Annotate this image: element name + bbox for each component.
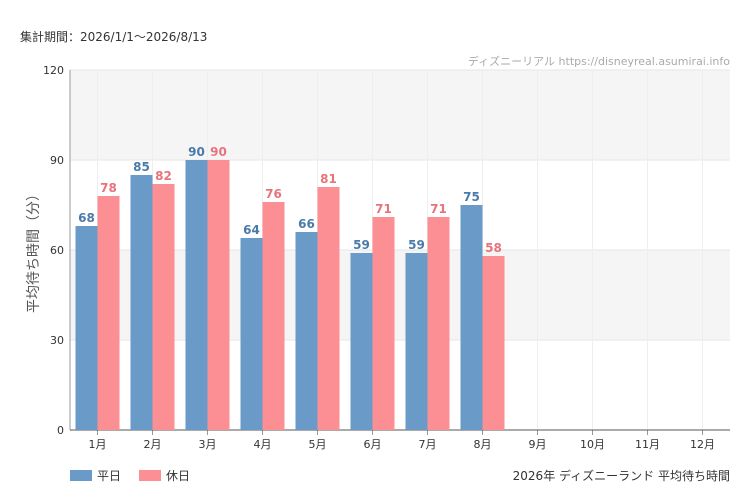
bar-weekday [185,160,208,430]
x-tick-label: 8月 [474,438,492,451]
site-credit: ディズニーリアル https://disneyreal.asumirai.inf… [467,55,730,68]
data-label: 90 [188,145,205,159]
x-tick-label: 11月 [635,438,660,451]
bar-holiday [317,187,340,430]
data-label: 78 [100,181,117,195]
x-tick-label: 9月 [529,438,547,451]
data-label: 71 [375,202,392,216]
x-tick-label: 12月 [690,438,715,451]
data-label: 71 [430,202,447,216]
data-label: 76 [265,187,282,201]
bar-holiday [97,196,120,430]
data-label: 85 [133,160,150,174]
plot-band [70,250,730,340]
bar-weekday [240,238,263,430]
bar-holiday [372,217,395,430]
data-label: 82 [155,169,172,183]
axes: 0 30 60 90 120 1月 2月 3月 4月 5月 6月 7月 8月 9月 10月 11月 12月 [43,64,730,451]
bars [75,160,505,430]
x-tick-label: 3月 [199,438,217,451]
plot-bands [70,70,730,340]
bar-weekday [295,232,318,430]
data-label: 75 [463,190,480,204]
legend-label-weekday: 平日 [97,469,122,483]
bar-weekday [75,226,98,430]
data-label: 59 [408,238,425,252]
y-tick-label: 30 [50,334,64,347]
data-label: 59 [353,238,370,252]
bar-holiday [482,256,505,430]
legend-label-holiday: 休日 [166,469,191,483]
y-tick-label: 120 [43,64,64,77]
y-axis-label: 平均待ち時間（分） [26,187,42,313]
bar-holiday [427,217,450,430]
period-text: 集計期間：2026/1/1〜2026/8/13 [20,30,208,44]
bar-weekday [460,205,483,430]
legend-swatch-weekday [70,470,92,481]
bar-holiday [207,160,230,430]
x-tick-label: 2月 [144,438,162,451]
x-tick-label: 7月 [419,438,437,451]
legend-swatch-holiday [139,470,162,481]
data-labels: 68 85 90 64 66 59 59 75 78 82 90 76 81 71 71 58 [78,145,502,255]
data-label: 66 [298,217,315,231]
bar-holiday [262,202,285,430]
chart-caption: 2026年 ディズニーランド 平均待ち時間 [512,469,730,483]
bar-holiday [152,184,175,430]
x-tick-label: 1月 [89,438,107,451]
x-tick-label: 5月 [309,438,327,451]
data-label: 58 [485,241,502,255]
data-label: 81 [320,172,337,186]
y-tick-label: 60 [50,244,64,257]
bar-weekday [405,253,428,430]
x-tick-label: 4月 [254,438,272,451]
bar-weekday [130,175,153,430]
legend-item-weekday[interactable]: 平日 [70,467,121,484]
plot-band [70,70,730,160]
y-tick-label: 90 [50,154,64,167]
legend-item-holiday[interactable]: 休日 [139,467,190,484]
data-label: 90 [210,145,227,159]
x-tick-label: 10月 [580,438,605,451]
data-label: 64 [243,223,260,237]
legend: 平日 休日 [70,467,190,484]
x-tick-label: 6月 [364,438,382,451]
y-tick-label: 0 [57,424,64,437]
data-label: 68 [78,211,95,225]
bar-weekday [350,253,373,430]
